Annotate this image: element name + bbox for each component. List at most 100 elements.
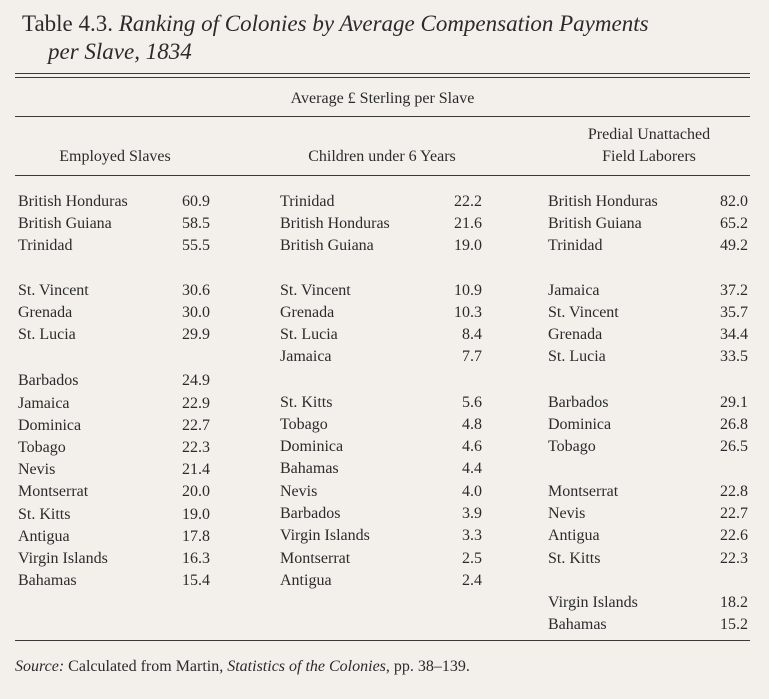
employed-row-value: 17.8 — [182, 528, 210, 545]
predial-row-value: 49.2 — [720, 237, 748, 254]
employed-row-value: 24.9 — [182, 372, 210, 389]
employed-row-value: 22.7 — [182, 417, 210, 434]
employed-row-name: Virgin Islands — [18, 550, 108, 567]
employed-row-name: British Honduras — [18, 193, 128, 210]
children-row-name: Barbados — [280, 505, 341, 522]
employed-row-name: St. Kitts — [18, 506, 71, 523]
children-row-value: 4.8 — [462, 416, 482, 433]
employed-row-name: St. Lucia — [18, 326, 76, 343]
children-row-name: St. Kitts — [280, 394, 333, 411]
predial-row-name: St. Kitts — [548, 550, 601, 567]
children-row-name: Grenada — [280, 304, 335, 321]
children-row-value: 2.5 — [462, 550, 482, 567]
column-header-predial: Predial Unattached Field Laborers — [587, 126, 711, 165]
source-work-title: Statistics of the Colonies — [227, 658, 386, 675]
predial-row-value: 82.0 — [720, 193, 748, 210]
predial-row-name: St. Vincent — [548, 304, 619, 321]
table-title-line1: Ranking of Colonies by Average Compensat… — [118, 11, 649, 36]
table-number: Table 4.3. — [22, 11, 114, 36]
employed-row-value: 21.4 — [182, 461, 210, 478]
predial-row-value: 22.6 — [720, 527, 748, 544]
children-row-value: 5.6 — [462, 394, 482, 411]
spanner-heading: Average £ Sterling per Slave — [290, 90, 475, 107]
source-label: Source: — [15, 658, 65, 675]
employed-row-value: 22.3 — [182, 439, 210, 456]
column-header-employed: Employed Slaves — [59, 148, 171, 165]
table-title: Table 4.3. Ranking of Colonies by Averag… — [22, 10, 752, 66]
children-row-value: 22.2 — [454, 193, 482, 210]
predial-row-name: Jamaica — [548, 282, 600, 299]
spanner-rule — [15, 116, 750, 117]
predial-row-name: British Guiana — [548, 215, 642, 232]
employed-row-name: Tobago — [18, 439, 66, 456]
predial-row-value: 65.2 — [720, 215, 748, 232]
source-text: Calculated from Martin, — [68, 658, 224, 675]
predial-row-name: Antigua — [548, 527, 600, 544]
predial-row-value: 15.2 — [720, 616, 748, 633]
predial-row-name: Grenada — [548, 326, 603, 343]
predial-row-value: 22.3 — [720, 550, 748, 567]
column-header-children: Children under 6 Years — [308, 148, 456, 165]
top-rule-2 — [15, 77, 750, 78]
employed-row-value: 19.0 — [182, 506, 210, 523]
bottom-rule — [15, 640, 750, 641]
employed-row-name: Nevis — [18, 461, 56, 478]
employed-row-name: Grenada — [18, 304, 73, 321]
children-row-value: 10.9 — [454, 282, 482, 299]
employed-row-name: Dominica — [18, 417, 82, 434]
predial-row-name: Montserrat — [548, 483, 619, 500]
children-row-name: Bahamas — [280, 460, 339, 477]
employed-row-value: 15.4 — [182, 572, 210, 589]
children-row-name: British Guiana — [280, 237, 374, 254]
predial-row-name: British Honduras — [548, 193, 658, 210]
children-row-value: 8.4 — [462, 326, 482, 343]
children-row-value: 21.6 — [454, 215, 482, 232]
children-row-name: St. Lucia — [280, 326, 338, 343]
predial-row-value: 29.1 — [720, 394, 748, 411]
children-row-name: Antigua — [280, 572, 332, 589]
predial-row-value: 18.2 — [720, 594, 748, 611]
employed-row-value: 16.3 — [182, 550, 210, 567]
employed-row-value: 20.0 — [182, 483, 210, 500]
children-row-value: 3.3 — [462, 527, 482, 544]
predial-row-value: 34.4 — [720, 326, 748, 343]
predial-row-value: 26.8 — [720, 416, 748, 433]
predial-row-name: Virgin Islands — [548, 594, 638, 611]
employed-row-value: 58.5 — [182, 215, 210, 232]
employed-row-name: Trinidad — [18, 237, 73, 254]
children-row-name: Tobago — [280, 416, 328, 433]
employed-row-name: Antigua — [18, 528, 70, 545]
children-row-name: Jamaica — [280, 348, 332, 365]
children-row-value: 2.4 — [462, 572, 482, 589]
children-row-name: Montserrat — [280, 550, 351, 567]
predial-row-name: Barbados — [548, 394, 609, 411]
children-row-name: Dominica — [280, 438, 344, 455]
source-note: Source: Calculated from Martin, Statisti… — [15, 658, 470, 676]
predial-row-value: 22.7 — [720, 505, 748, 522]
children-row-name: British Honduras — [280, 215, 390, 232]
predial-row-name: Nevis — [548, 505, 586, 522]
employed-row-value: 29.9 — [182, 326, 210, 343]
children-row-name: Virgin Islands — [280, 527, 370, 544]
children-row-value: 19.0 — [454, 237, 482, 254]
children-row-name: Trinidad — [280, 193, 335, 210]
table-title-line2: per Slave, 1834 — [48, 39, 192, 64]
source-pages: , pp. 38–139. — [385, 658, 470, 675]
children-row-name: Nevis — [280, 483, 318, 500]
employed-row-name: Bahamas — [18, 572, 77, 589]
children-row-value: 10.3 — [454, 304, 482, 321]
header-rule — [15, 175, 750, 176]
predial-row-name: Bahamas — [548, 616, 607, 633]
employed-row-value: 30.0 — [182, 304, 210, 321]
employed-row-value: 60.9 — [182, 193, 210, 210]
predial-row-name: Trinidad — [548, 237, 603, 254]
children-row-name: St. Vincent — [280, 282, 351, 299]
predial-row-value: 22.8 — [720, 483, 748, 500]
predial-row-name: Dominica — [548, 416, 612, 433]
children-row-value: 4.6 — [462, 438, 482, 455]
children-row-value: 4.4 — [462, 460, 482, 477]
employed-row-name: Jamaica — [18, 395, 70, 412]
employed-row-value: 22.9 — [182, 395, 210, 412]
predial-row-value: 26.5 — [720, 438, 748, 455]
top-rule-1 — [15, 73, 750, 74]
